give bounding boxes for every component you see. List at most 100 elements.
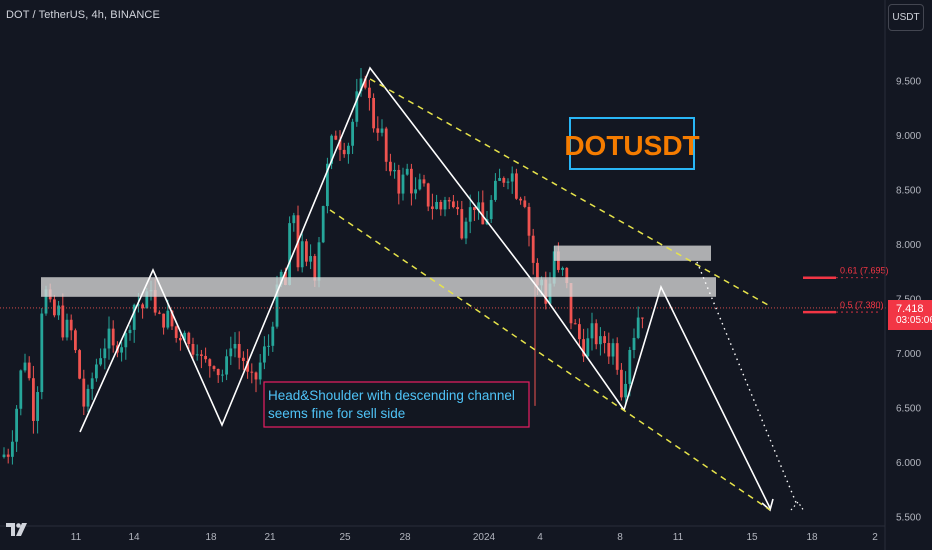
candle-body — [452, 201, 455, 208]
tradingview-logo-icon[interactable] — [4, 519, 30, 541]
candle-body — [380, 128, 384, 133]
channel-upper-line — [369, 78, 769, 306]
candle-body — [78, 350, 81, 379]
candle-body — [342, 149, 346, 155]
candle-body — [288, 223, 291, 285]
candle-body — [431, 206, 434, 209]
candle-body — [615, 343, 619, 370]
candle-body — [208, 359, 212, 367]
candle-body — [519, 198, 522, 201]
price-axis[interactable]: 9.5009.0008.5008.0007.5007.0006.5006.000… — [884, 0, 921, 550]
candle-body — [414, 189, 417, 194]
candle-body — [216, 368, 220, 376]
candle-body — [351, 121, 354, 146]
channel-lower-line — [329, 209, 771, 511]
time-axis[interactable]: 11 14 18 21 25 28 2024 4 8 11 15 18 2 — [0, 525, 885, 543]
price-tick-label: 8.500 — [896, 186, 921, 197]
candle-body — [74, 330, 77, 351]
candle-body — [229, 348, 233, 357]
candle-body — [447, 200, 451, 202]
candle-body — [53, 299, 56, 316]
candle-body — [174, 326, 178, 338]
candle-body — [636, 317, 640, 338]
candle-body — [141, 304, 144, 309]
candle-body — [313, 256, 317, 281]
candle-body — [443, 200, 447, 210]
candle-body — [368, 87, 371, 98]
candle-body — [599, 336, 602, 345]
candle-body — [355, 91, 359, 122]
title-box — [569, 117, 695, 170]
candle-body — [254, 372, 258, 380]
candle-body — [338, 139, 342, 150]
candle-body — [326, 163, 329, 207]
candle-body — [456, 207, 459, 210]
candle-body — [237, 343, 241, 358]
candle-body — [309, 256, 312, 262]
candle-body — [271, 326, 275, 346]
candle-body — [611, 343, 615, 357]
candle-body — [225, 356, 228, 375]
fib-label: 0.5 (7.380) — [840, 300, 884, 310]
candle-body — [69, 319, 73, 331]
time-tick-label: 2 — [872, 532, 878, 543]
candle-body — [44, 289, 48, 314]
candle-body — [99, 358, 102, 365]
candle-body — [275, 284, 279, 327]
currency-button[interactable]: USDT — [888, 4, 924, 31]
symbol-title[interactable]: DOT / TetherUS, 4h, BINANCE — [6, 9, 160, 21]
candle-body — [641, 317, 644, 319]
price-tick-label: 9.000 — [896, 131, 921, 142]
candle-body — [6, 454, 10, 457]
candle-body — [195, 354, 199, 356]
time-tick-label: 28 — [399, 532, 411, 543]
candles-layer — [2, 67, 644, 465]
candle-body — [263, 346, 266, 363]
price-tick-label: 6.500 — [896, 404, 921, 415]
candle-body — [515, 173, 518, 199]
candle-body — [477, 202, 480, 210]
candle-body — [460, 209, 464, 239]
candle-body — [418, 179, 422, 190]
annotations-layer: DOTUSDT Head&Shoulder with descending cha… — [263, 117, 700, 428]
candle-body — [179, 337, 182, 341]
time-tick-label: 8 — [617, 532, 623, 543]
candle-body — [590, 323, 594, 339]
candle-body — [569, 283, 573, 324]
time-tick-label: 4 — [537, 532, 543, 543]
candle-body — [397, 169, 401, 194]
candle-body — [15, 408, 18, 442]
candle-body — [494, 180, 497, 200]
candle-body — [435, 201, 438, 209]
candle-body — [468, 207, 472, 222]
candle-body — [410, 168, 413, 194]
candle-body — [498, 178, 501, 181]
candle-body — [233, 343, 237, 349]
candle-body — [531, 235, 535, 263]
candle-body — [527, 206, 531, 236]
candle-body — [36, 392, 39, 421]
candle-body — [620, 369, 623, 398]
candle-body — [221, 374, 224, 376]
candle-body — [578, 324, 581, 340]
candle-body — [242, 357, 245, 361]
dotted-arrow-head — [790, 501, 805, 512]
candle-body — [359, 78, 363, 92]
time-tick-label: 11 — [71, 532, 82, 543]
candle-body — [158, 312, 161, 314]
last-price-badge: 7.418 03:05:06 — [888, 300, 932, 330]
price-tick-label: 6.000 — [896, 458, 921, 469]
price-tick-label: 5.500 — [896, 513, 921, 524]
time-tick-label: 11 — [673, 532, 684, 543]
candle-body — [86, 388, 90, 407]
time-tick-label: 18 — [205, 532, 217, 543]
candle-body — [305, 241, 308, 262]
candle-body — [40, 313, 44, 393]
candle-body — [187, 332, 191, 344]
candle-body — [347, 145, 350, 155]
candle-body — [61, 305, 65, 338]
note-text-line: seems fine for sell side — [268, 406, 405, 421]
head-shoulder-pattern — [79, 66, 625, 433]
bar-countdown: 03:05:06 — [896, 315, 932, 326]
